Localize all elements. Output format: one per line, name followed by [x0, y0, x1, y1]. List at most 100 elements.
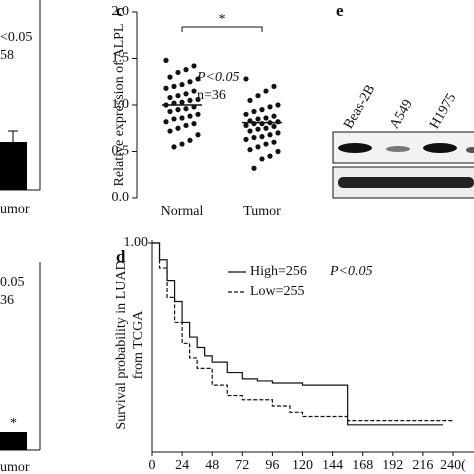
- dot: [259, 121, 265, 127]
- y-tick-label: 1.0: [112, 97, 130, 112]
- dot: [167, 74, 173, 80]
- y-tick-label: 2.0: [112, 4, 130, 19]
- dot: [251, 165, 257, 171]
- y-tick-label: 0.5: [112, 144, 130, 159]
- dot: [263, 125, 269, 131]
- dot: [247, 147, 253, 153]
- dot: [259, 156, 265, 162]
- band: [338, 177, 474, 188]
- y-axis-label: Relative expression of ALPL: [112, 24, 127, 187]
- band: [338, 143, 372, 153]
- y-tick-label: 0.0: [112, 190, 130, 205]
- dot: [187, 79, 193, 85]
- star: *: [10, 416, 17, 431]
- band: [423, 143, 457, 153]
- dot: [175, 93, 181, 99]
- survival-curve: [152, 242, 453, 422]
- dot: [183, 122, 189, 129]
- dot: [271, 113, 277, 119]
- dot: [255, 126, 261, 132]
- dot: [275, 102, 281, 108]
- dot: [251, 108, 257, 115]
- tick-label: umor: [0, 460, 30, 474]
- dot: [175, 125, 181, 131]
- x-tick-label: 216: [412, 458, 433, 473]
- dot: [195, 111, 201, 117]
- lane-label: Beas-2B: [341, 82, 378, 131]
- dot: [179, 81, 185, 88]
- dot: [247, 128, 253, 134]
- dot: [183, 67, 189, 73]
- dot: [275, 119, 281, 125]
- band: [466, 147, 474, 153]
- dot: [267, 153, 273, 159]
- tick-label: umor: [0, 202, 30, 217]
- dot: [271, 123, 277, 129]
- dot: [187, 113, 193, 119]
- p-text: <0.05: [0, 30, 32, 45]
- dot: [275, 148, 281, 155]
- dot: [167, 108, 173, 115]
- dot: [171, 116, 177, 122]
- blot: e Beas-2B A549 H1975: [332, 1, 474, 199]
- x-tick-label: 0: [149, 458, 156, 473]
- y-axis-label: Survival probability in LUAD: [114, 260, 129, 429]
- panel-label: d: [116, 247, 126, 266]
- dot: [255, 93, 261, 99]
- dot: [167, 128, 173, 134]
- n-text: 36: [0, 293, 14, 308]
- dot: [187, 137, 193, 143]
- dot: [195, 96, 201, 103]
- dot: [243, 76, 249, 82]
- x-tick-label: 120: [292, 458, 313, 473]
- dot: [259, 107, 265, 113]
- dot: [251, 121, 257, 127]
- dot: [243, 122, 249, 129]
- dot: [263, 88, 269, 94]
- p-text: 0.05: [0, 275, 25, 290]
- x-tick-label: 192: [382, 458, 403, 473]
- dot: [191, 63, 197, 69]
- dot: [259, 134, 265, 140]
- lane-label: H1975: [427, 91, 459, 132]
- sig-bracket: [181, 26, 263, 32]
- dot: [183, 91, 189, 97]
- dot: [263, 141, 269, 147]
- fragment-bottom-left: 0.05 36 * umor: [0, 262, 41, 474]
- x-tick-label: 48: [205, 458, 219, 473]
- y-axis-label: from TCGA: [131, 310, 146, 379]
- dot: [171, 83, 177, 89]
- dot: [163, 85, 169, 91]
- dot: [195, 132, 201, 138]
- y-tick-label: 1.5: [112, 51, 130, 66]
- y-tick-label: 1.00: [124, 235, 149, 250]
- dot: [267, 104, 273, 110]
- x-tick-label: 144: [322, 458, 343, 473]
- dot: [191, 121, 197, 127]
- legend-label: High=256: [250, 264, 307, 279]
- bar: [0, 142, 27, 190]
- p-text: P<0.05: [329, 264, 373, 279]
- x-tick-label: 168: [352, 458, 373, 473]
- dot: [171, 144, 177, 150]
- dot: [267, 132, 273, 138]
- panel-label: c: [116, 1, 124, 20]
- dot: [271, 139, 277, 145]
- x-tick-label: Normal: [161, 204, 204, 219]
- dot: [167, 94, 173, 101]
- band: [386, 146, 410, 152]
- dot: [179, 141, 185, 147]
- dot: [175, 107, 181, 113]
- n-text: n=36: [197, 88, 226, 103]
- dot: [243, 111, 249, 117]
- dot: [179, 99, 185, 105]
- dot: [243, 136, 249, 143]
- star: *: [219, 12, 226, 27]
- survival-curve: [152, 242, 443, 426]
- dot: [195, 76, 201, 82]
- dot: [163, 57, 169, 63]
- dot: [251, 134, 257, 141]
- dot: [191, 88, 197, 94]
